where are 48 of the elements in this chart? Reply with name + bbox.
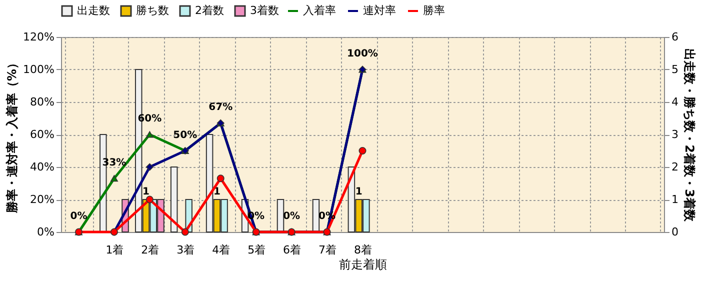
- legend-label: 3着数: [250, 4, 279, 17]
- point: [110, 175, 118, 182]
- point: [181, 228, 189, 236]
- point: [146, 163, 154, 171]
- y-tick-label: 100%: [23, 63, 54, 76]
- y-axis-title: 勝率・連対率・入着率（%）: [5, 56, 20, 214]
- y-tick-label: 0%: [37, 226, 54, 238]
- legend-label: 2着数: [195, 4, 224, 17]
- y-tick-label: 60%: [30, 128, 54, 141]
- point: [146, 131, 154, 138]
- bar: [312, 199, 320, 232]
- x-axis-title: 前走着順: [339, 258, 387, 272]
- x-tick-label: 8着: [354, 244, 372, 256]
- point: [216, 174, 224, 182]
- point: [358, 147, 366, 154]
- y2-tick-label: 3: [672, 128, 678, 141]
- data-label: 0%: [70, 211, 88, 222]
- legend-label: 勝率: [423, 4, 445, 17]
- x-tick-label: 7着: [318, 244, 337, 256]
- x-tick-label: 3着: [176, 244, 195, 256]
- y-tick-label: 120%: [23, 30, 54, 44]
- data-label: 67%: [208, 102, 233, 114]
- y2-tick-label: 0: [672, 226, 678, 238]
- y-tick-label: 20%: [30, 193, 54, 206]
- bar: [276, 199, 284, 232]
- data-label: 50%: [173, 130, 198, 141]
- legend-label: 勝ち数: [136, 4, 169, 17]
- legend-label: 連対率: [363, 4, 396, 17]
- y2-tick-label: 2: [672, 160, 678, 174]
- y2-tick-label: 5: [672, 63, 678, 76]
- y2-tick-label: 4: [672, 96, 678, 108]
- x-tick-label: 1着: [106, 244, 124, 256]
- y2-tick-label: 6: [672, 30, 678, 44]
- data-label: 1: [355, 186, 362, 198]
- x-tick-label: 5着: [248, 244, 266, 256]
- data-label: 1: [142, 186, 150, 198]
- x-tick-label: 6着: [283, 244, 302, 256]
- bar: [170, 166, 178, 232]
- point: [146, 196, 154, 204]
- y-tick-label: 80%: [30, 96, 54, 108]
- x-tick-label: 4着: [212, 244, 230, 256]
- y2-tick-label: 1: [672, 193, 678, 206]
- legend-label: 入着率: [303, 4, 336, 17]
- y-tick-label: 40%: [30, 160, 54, 174]
- y2-axis-title: 出走数・勝ち数・2着数・3着数: [682, 48, 696, 222]
- data-label: 100%: [347, 48, 378, 60]
- x-tick-label: 2着: [141, 244, 160, 256]
- legend-label: 出走数: [77, 4, 110, 17]
